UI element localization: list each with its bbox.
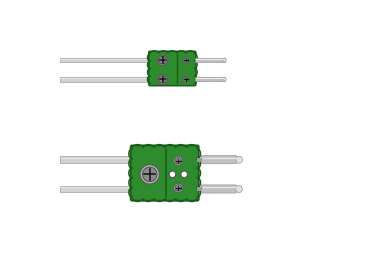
Circle shape xyxy=(174,156,183,166)
Bar xyxy=(59,59,186,63)
Ellipse shape xyxy=(224,78,226,82)
Bar xyxy=(194,78,225,82)
Bar xyxy=(59,157,169,163)
Bar xyxy=(197,187,203,191)
FancyBboxPatch shape xyxy=(202,156,236,164)
FancyBboxPatch shape xyxy=(131,146,199,201)
Circle shape xyxy=(183,58,189,64)
Bar xyxy=(194,59,225,63)
Circle shape xyxy=(169,171,176,178)
Circle shape xyxy=(157,75,168,85)
Circle shape xyxy=(157,56,168,66)
Ellipse shape xyxy=(224,59,226,63)
FancyBboxPatch shape xyxy=(149,52,196,86)
Circle shape xyxy=(159,57,166,65)
Circle shape xyxy=(159,76,166,84)
Circle shape xyxy=(175,158,181,164)
Circle shape xyxy=(142,167,157,182)
Bar xyxy=(197,158,203,162)
Circle shape xyxy=(184,78,188,82)
Circle shape xyxy=(184,59,188,63)
Bar xyxy=(59,186,169,193)
Circle shape xyxy=(174,184,183,193)
Circle shape xyxy=(175,185,181,191)
Ellipse shape xyxy=(236,186,242,193)
Circle shape xyxy=(140,165,159,184)
Circle shape xyxy=(181,171,187,178)
Bar xyxy=(59,78,186,82)
FancyBboxPatch shape xyxy=(202,185,236,193)
Ellipse shape xyxy=(236,156,242,164)
Circle shape xyxy=(183,77,189,83)
